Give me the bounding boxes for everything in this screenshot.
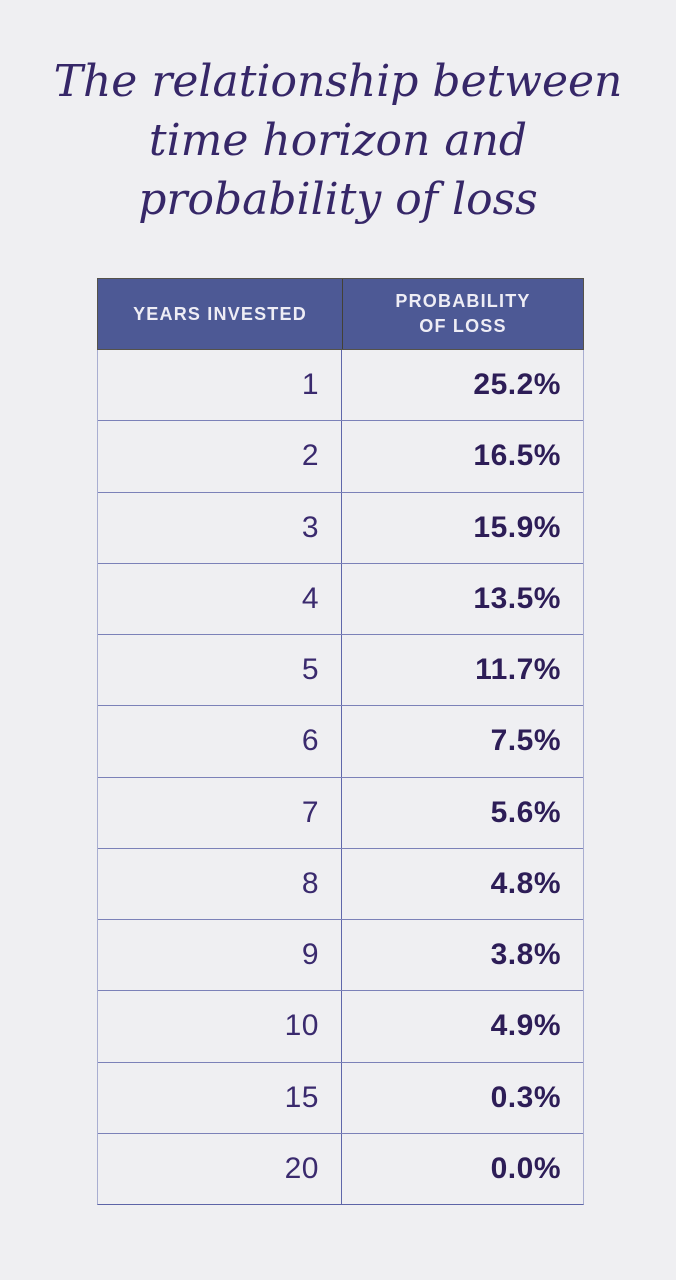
years-invested-cell: 4 (98, 563, 342, 634)
years-invested-cell: 7 (98, 777, 342, 848)
column-header-probability-of-loss: PROBABILITY OF LOSS (343, 279, 583, 349)
table-row: 3 15.9% (98, 492, 583, 564)
page-title-line-1: The relationship between (53, 56, 623, 107)
probability-of-loss-cell: 15.9% (473, 510, 561, 544)
page-title-line-3: probability of loss (138, 174, 538, 225)
page-title-line-2: time horizon and (148, 115, 528, 166)
table-row: 7 5.6% (98, 777, 583, 849)
years-invested-cell: 8 (98, 848, 342, 919)
years-invested-cell: 1 (98, 350, 342, 421)
table-body: 1 25.2% 2 16.5% 3 15.9% 4 13.5% 5 11.7% 6 7.5% 7 5.6%… (97, 350, 584, 1205)
probability-of-loss-cell: 0.3% (490, 1080, 561, 1114)
probability-of-loss-cell: 4.8% (490, 866, 561, 900)
years-invested-cell: 10 (98, 991, 342, 1062)
years-invested-cell: 6 (98, 706, 342, 777)
column-header-probability-line-1: PROBABILITY (395, 291, 531, 311)
probability-of-loss-cell: 7.5% (490, 724, 561, 758)
page-title: The relationship between time horizon an… (0, 52, 676, 229)
years-invested-cell: 3 (98, 492, 342, 563)
years-invested-cell: 20 (98, 1133, 342, 1204)
probability-of-loss-cell: 3.8% (490, 938, 561, 972)
table-row: 10 4.9% (98, 991, 583, 1063)
probability-of-loss-cell: 13.5% (473, 581, 561, 615)
column-header-years-invested: YEARS INVESTED (98, 279, 343, 349)
table-row: 9 3.8% (98, 920, 583, 992)
table-header-row: YEARS INVESTED PROBABILITY OF LOSS (97, 278, 584, 350)
table-row: 6 7.5% (98, 706, 583, 778)
table-row: 2 16.5% (98, 421, 583, 493)
years-invested-cell: 15 (98, 1062, 342, 1133)
column-header-probability-line-2: OF LOSS (419, 316, 507, 336)
probability-of-loss-cell: 4.9% (490, 1009, 561, 1043)
probability-of-loss-cell: 11.7% (475, 653, 561, 687)
table-row: 5 11.7% (98, 635, 583, 707)
years-invested-cell: 2 (98, 421, 342, 492)
table-row: 4 13.5% (98, 563, 583, 635)
years-invested-cell: 5 (98, 635, 342, 706)
probability-of-loss-cell: 25.2% (473, 368, 561, 402)
probability-of-loss-cell: 0.0% (490, 1151, 561, 1185)
table-row: 1 25.2% (98, 350, 583, 422)
table-row: 20 0.0% (98, 1133, 583, 1204)
probability-of-loss-cell: 5.6% (490, 795, 561, 829)
probability-of-loss-cell: 16.5% (473, 439, 561, 473)
years-invested-cell: 9 (98, 920, 342, 991)
table-row: 15 0.3% (98, 1062, 583, 1134)
table-row: 8 4.8% (98, 848, 583, 920)
probability-of-loss-table: YEARS INVESTED PROBABILITY OF LOSS 1 25.2… (97, 278, 584, 1205)
